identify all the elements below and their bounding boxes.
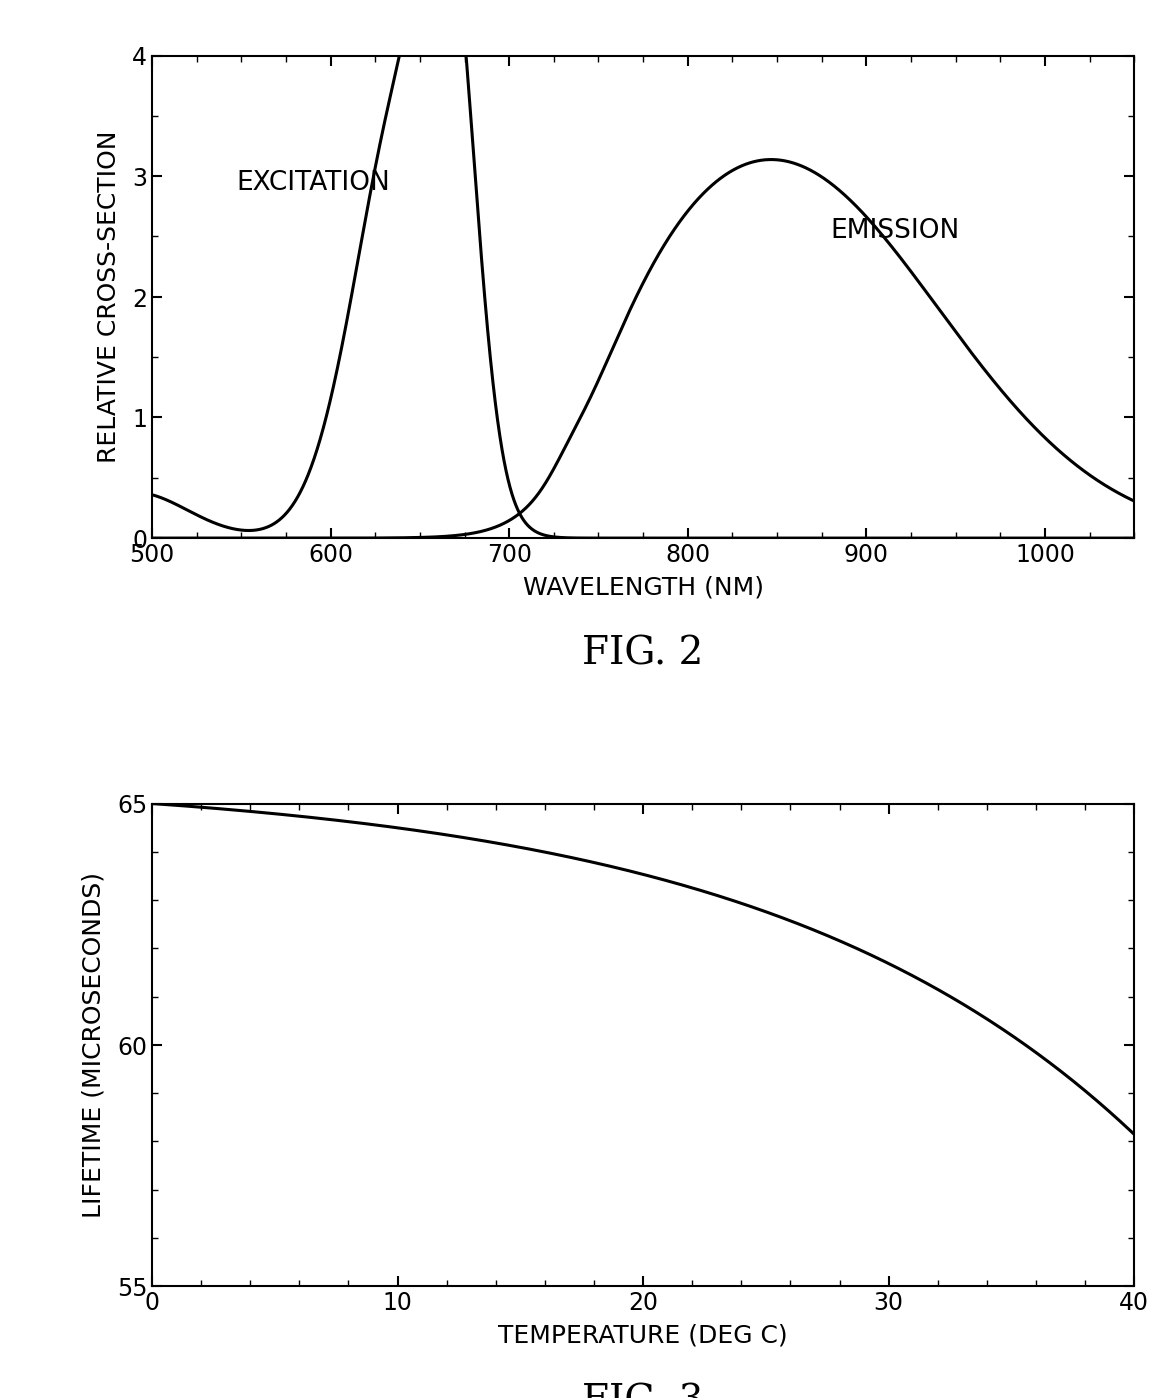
X-axis label: TEMPERATURE (DEG C): TEMPERATURE (DEG C) [498, 1324, 788, 1348]
Y-axis label: RELATIVE CROSS-SECTION: RELATIVE CROSS-SECTION [97, 131, 122, 463]
Text: EXCITATION: EXCITATION [236, 169, 389, 196]
Text: EMISSION: EMISSION [830, 218, 960, 243]
Text: FIG. 2: FIG. 2 [582, 635, 704, 672]
X-axis label: WAVELENGTH (NM): WAVELENGTH (NM) [523, 576, 763, 600]
Text: FIG. 3: FIG. 3 [582, 1383, 704, 1398]
Y-axis label: LIFETIME (MICROSECONDS): LIFETIME (MICROSECONDS) [82, 872, 105, 1218]
